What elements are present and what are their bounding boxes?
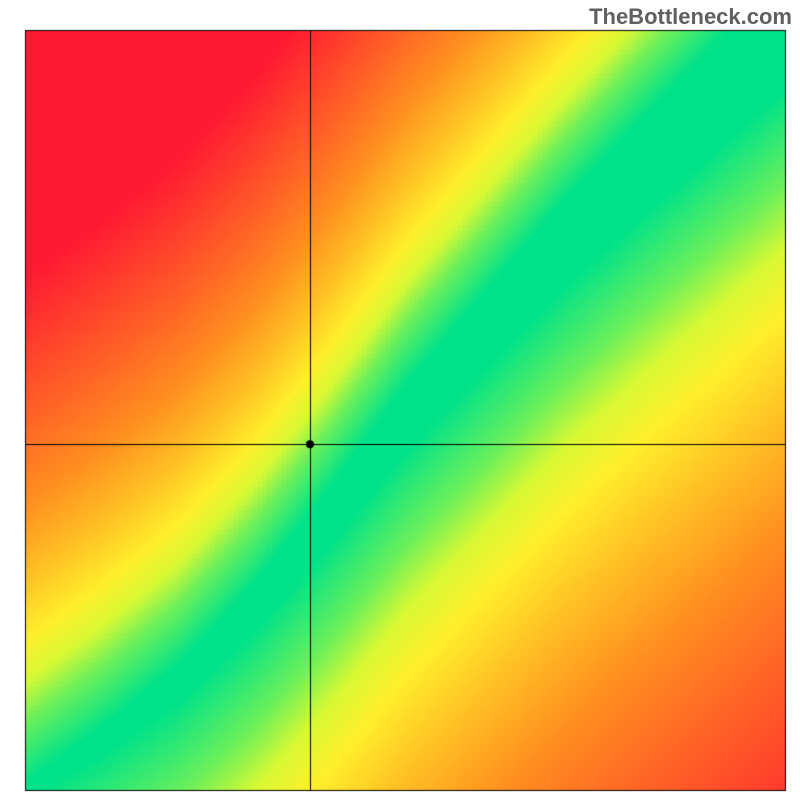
heatmap-canvas <box>0 0 800 800</box>
watermark-text: TheBottleneck.com <box>589 4 792 30</box>
chart-container: TheBottleneck.com <box>0 0 800 800</box>
